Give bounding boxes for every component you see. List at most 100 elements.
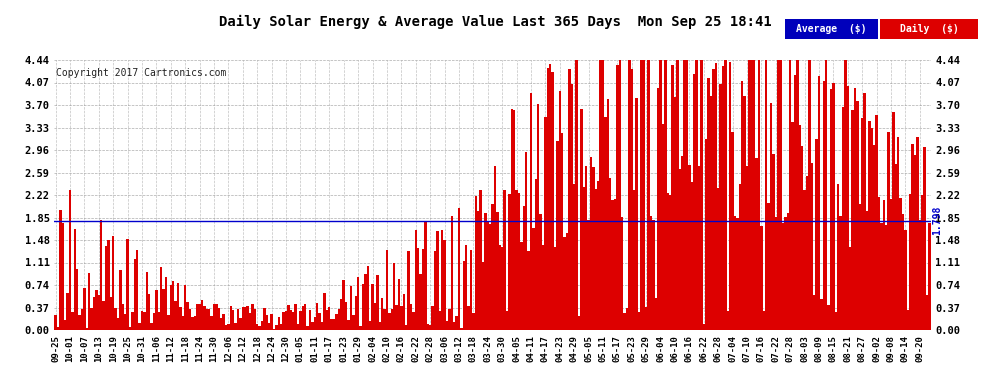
Bar (292, 312, 294, 330)
Bar (395, 305, 398, 330)
Bar (587, 220, 590, 330)
Bar (105, 246, 107, 330)
Bar (245, 307, 247, 330)
Bar (218, 308, 220, 330)
Bar (81, 309, 83, 330)
Bar (597, 182, 599, 330)
Bar (899, 198, 902, 330)
Bar (364, 274, 366, 330)
Bar (616, 65, 619, 330)
Bar (924, 147, 926, 330)
Bar (69, 190, 71, 330)
Bar (270, 314, 273, 330)
Bar (465, 245, 467, 330)
Bar (343, 280, 345, 330)
Bar (107, 240, 110, 330)
Bar (503, 190, 506, 330)
Bar (734, 216, 737, 330)
Bar (265, 315, 268, 330)
Bar (643, 60, 644, 330)
Bar (403, 294, 405, 330)
Bar (501, 247, 503, 330)
Bar (359, 326, 361, 330)
Bar (873, 145, 875, 330)
Bar (705, 140, 708, 330)
Text: 1.798: 1.798 (933, 206, 942, 236)
Bar (582, 187, 585, 330)
Bar (664, 60, 666, 330)
Bar (585, 166, 587, 330)
Bar (373, 303, 376, 330)
Bar (117, 318, 119, 330)
Bar (661, 124, 664, 330)
Bar (666, 193, 669, 330)
Bar (561, 133, 563, 330)
Bar (887, 132, 890, 330)
Text: Average  ($): Average ($) (796, 24, 866, 34)
Bar (134, 259, 136, 330)
Bar (897, 137, 899, 330)
Bar (609, 178, 612, 330)
Bar (338, 309, 341, 330)
Bar (316, 303, 319, 330)
Bar (304, 304, 307, 330)
Bar (115, 308, 117, 330)
Bar (799, 125, 801, 330)
Bar (261, 321, 263, 330)
Bar (328, 307, 331, 330)
Bar (66, 293, 69, 330)
Bar (885, 225, 887, 330)
Bar (235, 323, 237, 330)
Bar (835, 312, 837, 330)
Bar (755, 158, 757, 330)
Bar (544, 117, 546, 330)
Bar (474, 196, 477, 330)
Bar (914, 155, 916, 330)
Bar (840, 216, 842, 330)
Bar (333, 319, 336, 330)
Bar (460, 328, 462, 330)
Bar (247, 306, 248, 330)
Bar (198, 304, 201, 330)
Bar (347, 321, 349, 330)
Bar (248, 313, 251, 330)
Bar (349, 286, 352, 330)
Bar (489, 224, 491, 330)
Bar (599, 60, 602, 330)
Bar (434, 251, 437, 330)
Bar (619, 60, 621, 330)
Bar (383, 309, 386, 330)
Bar (748, 60, 750, 330)
Bar (285, 310, 287, 330)
Bar (439, 311, 441, 330)
Bar (767, 203, 770, 330)
Bar (801, 146, 803, 330)
Bar (282, 312, 285, 330)
Bar (724, 60, 727, 330)
Bar (412, 312, 415, 330)
Bar (633, 190, 636, 330)
Bar (782, 224, 784, 330)
Bar (757, 60, 760, 330)
Bar (875, 116, 878, 330)
Bar (427, 324, 429, 330)
Bar (542, 245, 545, 330)
Bar (496, 212, 499, 330)
Bar (880, 19, 978, 39)
Bar (710, 96, 712, 330)
Bar (570, 84, 573, 330)
Bar (516, 190, 518, 330)
Bar (223, 314, 225, 330)
Bar (568, 69, 570, 330)
Bar (189, 309, 191, 330)
Bar (779, 60, 782, 330)
Bar (849, 247, 851, 330)
Bar (592, 166, 595, 330)
Bar (553, 247, 556, 330)
Bar (921, 195, 924, 330)
Bar (165, 276, 167, 330)
Bar (525, 152, 528, 330)
Bar (371, 284, 373, 330)
Bar (926, 295, 929, 330)
Bar (686, 60, 688, 330)
